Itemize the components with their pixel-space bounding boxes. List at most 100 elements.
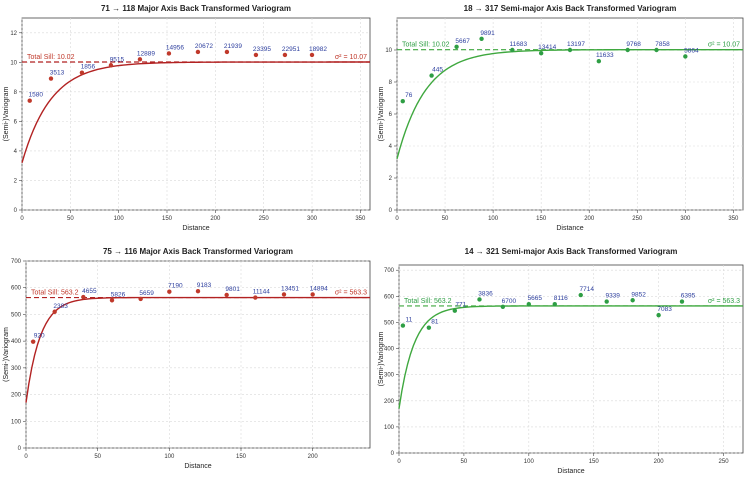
y-tick-label: 400 <box>384 347 395 353</box>
y-tick-label: 100 <box>384 425 395 431</box>
data-point <box>567 47 573 53</box>
x-axis-label: Distance <box>557 468 584 475</box>
model-curve <box>21 61 370 163</box>
point-label: 9852 <box>631 291 646 298</box>
y-axis-label: (Semi-)Variogram <box>378 331 385 386</box>
data-point <box>167 289 172 294</box>
y-tick-label: 500 <box>384 320 395 326</box>
x-tick-label: 250 <box>632 216 643 222</box>
data-point <box>426 325 432 330</box>
data-point <box>137 57 143 62</box>
data-point <box>253 52 259 58</box>
data-point <box>48 76 54 81</box>
point-label: 12889 <box>137 50 155 57</box>
x-axis-label: Distance <box>556 225 583 232</box>
x-tick-label: 350 <box>728 216 739 222</box>
variogram-chart: 18 → 317 Semi-major Axis Back Transforme… <box>378 4 744 232</box>
point-label: 18982 <box>309 46 327 53</box>
y-tick-label: 200 <box>384 399 395 405</box>
data-point <box>552 301 557 307</box>
point-label: 9891 <box>480 30 495 37</box>
point-label: 13197 <box>567 41 585 48</box>
x-tick-label: 200 <box>308 454 319 460</box>
point-label: 4655 <box>82 288 97 295</box>
point-label: 7714 <box>580 286 595 293</box>
data-point <box>166 51 172 56</box>
point-label: 76 <box>405 92 413 99</box>
chart-title: 71 → 118 Major Axis Back Transformed Var… <box>101 4 291 13</box>
sill-label: Total Sill: 10.02 <box>27 54 75 61</box>
data-point <box>79 70 85 75</box>
data-point <box>310 292 315 297</box>
sill-label: Total Sill: 563.2 <box>31 290 79 297</box>
point-label: 3836 <box>478 290 493 297</box>
point-label: 7858 <box>655 41 670 48</box>
y-axis-label: (Semi-)Variogram <box>3 86 10 141</box>
point-label: 11633 <box>596 52 614 59</box>
data-point <box>625 47 630 53</box>
point-label: 9768 <box>626 41 641 48</box>
data-point <box>108 63 114 68</box>
x-tick-label: 200 <box>584 216 595 222</box>
y-tick-label: 200 <box>11 393 22 399</box>
x-tick-label: 100 <box>164 454 175 460</box>
y-tick-label: 4 <box>389 144 393 150</box>
data-point <box>195 288 201 294</box>
data-point <box>195 49 201 55</box>
point-label: 11144 <box>253 289 270 296</box>
x-tick-label: 0 <box>24 454 28 460</box>
data-point <box>400 323 406 328</box>
point-label: 920 <box>34 333 45 340</box>
data-point <box>400 99 405 104</box>
y-tick-label: 700 <box>11 259 22 265</box>
y-tick-label: 2 <box>14 178 18 184</box>
data-point <box>683 54 688 59</box>
point-label: 9801 <box>225 286 240 293</box>
x-axis-label: Distance <box>184 463 211 470</box>
x-tick-label: 150 <box>236 454 247 460</box>
chart-panel-0: 71 → 118 Major Axis Back Transformed Var… <box>0 0 375 243</box>
point-label: 6700 <box>502 298 517 305</box>
x-tick-label: 50 <box>442 216 449 222</box>
x-tick-label: 250 <box>259 216 270 222</box>
y-tick-label: 10 <box>385 48 392 54</box>
x-tick-label: 100 <box>524 459 535 465</box>
point-label: 2383 <box>53 303 68 310</box>
point-label: 3513 <box>50 70 65 77</box>
y-tick-label: 10 <box>10 60 17 66</box>
data-point <box>526 301 532 307</box>
y-axis-label: (Semi-)Variogram <box>378 86 385 141</box>
y-tick-label: 6 <box>14 119 18 125</box>
data-point <box>452 308 458 313</box>
y-tick-label: 500 <box>11 312 22 318</box>
x-tick-label: 150 <box>162 216 173 222</box>
data-point <box>429 73 434 78</box>
data-point <box>309 52 315 58</box>
point-label: 6395 <box>681 293 696 300</box>
y-tick-label: 300 <box>11 366 22 372</box>
point-label: 1856 <box>81 64 96 71</box>
point-label: 14956 <box>166 44 184 51</box>
x-tick-label: 200 <box>654 459 665 465</box>
sill-label: Total Sill: 563.2 <box>404 298 452 305</box>
data-point <box>27 98 32 103</box>
data-point <box>454 44 459 49</box>
data-point <box>479 36 484 41</box>
y-tick-label: 8 <box>389 80 393 86</box>
data-point <box>477 297 482 302</box>
data-point <box>281 292 287 297</box>
variogram-chart: 71 → 118 Major Axis Back Transformed Var… <box>3 4 371 232</box>
model-curve <box>398 305 743 409</box>
data-point <box>604 299 609 304</box>
chart-title: 75 → 116 Major Axis Back Transformed Var… <box>103 247 293 256</box>
data-point <box>654 47 659 53</box>
y-tick-label: 0 <box>14 208 18 214</box>
data-point <box>81 294 86 300</box>
x-tick-label: 50 <box>67 216 74 222</box>
data-point <box>679 299 685 304</box>
point-label: 9339 <box>605 293 620 300</box>
point-label: 5667 <box>455 38 470 45</box>
point-label: 13414 <box>538 44 556 51</box>
point-label: 11683 <box>510 41 528 48</box>
